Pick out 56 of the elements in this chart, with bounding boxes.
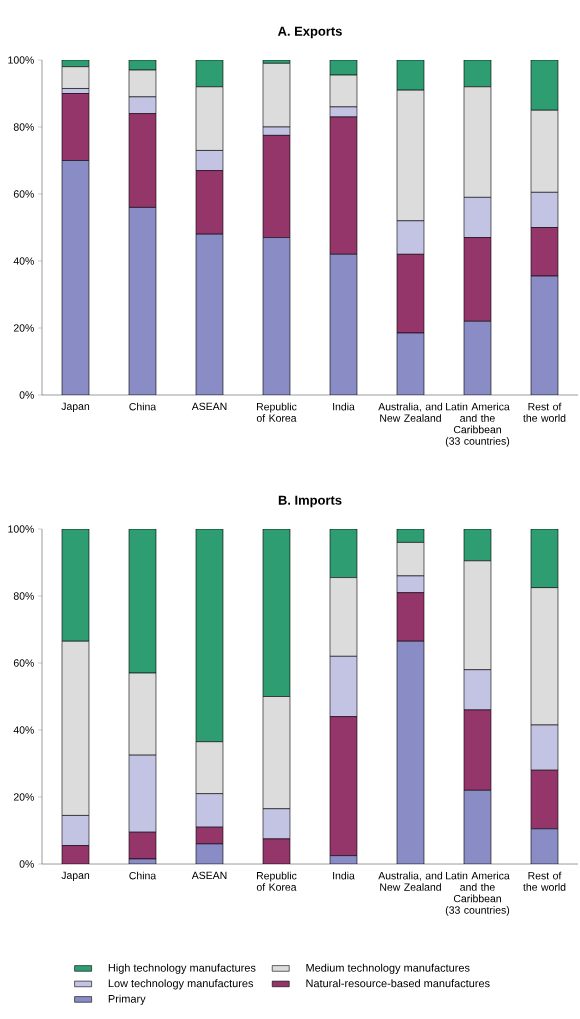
x-tick-label: China [129, 402, 157, 411]
x-tick-label: Republic of Korea [256, 402, 297, 422]
x-tick-label: Latin America and the Caribbean (33 countries) [445, 402, 510, 447]
bar [61, 529, 90, 642]
bar [330, 254, 357, 396]
bar [195, 529, 224, 743]
legend-label: Medium technology manufactures [306, 963, 470, 974]
y-tick-label: 80% [13, 123, 34, 131]
bar [128, 529, 157, 674]
y-tick-label: 100% [8, 525, 34, 533]
y-tick-label: 40% [13, 257, 34, 265]
bar [329, 529, 358, 578]
bar [530, 529, 559, 588]
y-tick-label: 0% [19, 391, 34, 399]
x-tick-label: Rest of the world [523, 402, 566, 422]
bar [463, 321, 491, 396]
legend-label: Natural-resource-based manufactures [306, 979, 490, 988]
x-tick-label: ASEAN [191, 402, 227, 411]
bar [397, 333, 424, 396]
x-tick-label: India [333, 402, 355, 411]
legend-label: High technology manufactures [108, 963, 256, 974]
x-tick-label: China [129, 871, 157, 880]
y-tick-label: 60% [13, 659, 34, 667]
bar [397, 641, 424, 865]
bar [530, 769, 559, 830]
x-tick-label: Australia, and New Zealand [378, 402, 443, 422]
bar [530, 275, 559, 396]
x-tick-label: Latin America and the Caribbean (33 countries) [445, 871, 510, 916]
y-tick-label: 60% [13, 190, 34, 198]
chart-title: B. Imports [278, 495, 342, 508]
y-tick-label: 0% [19, 860, 34, 868]
x-tick-label: ASEAN [191, 871, 227, 880]
bar [62, 160, 89, 396]
y-tick-label: 20% [13, 324, 34, 332]
bar [262, 529, 291, 697]
x-tick-label: Japan [61, 871, 90, 882]
x-tick-label: Republic of Korea [256, 871, 297, 891]
y-tick-label: 80% [13, 592, 34, 600]
chart-title: A. Exports [277, 26, 342, 39]
bar [463, 790, 491, 865]
bar [530, 60, 559, 111]
legend-label: Primary [108, 994, 146, 1005]
y-tick-label: 100% [8, 56, 34, 64]
bar [129, 207, 156, 396]
y-tick-label: 20% [13, 793, 34, 801]
bar [263, 237, 290, 396]
bar [196, 234, 223, 396]
x-tick-label: Rest of the world [523, 871, 566, 891]
x-tick-label: India [333, 871, 355, 880]
x-tick-label: Australia, and New Zealand [378, 871, 443, 891]
y-tick-label: 40% [13, 726, 34, 734]
x-tick-label: Japan [61, 402, 90, 413]
legend-label: Low technology manufactures [108, 979, 254, 990]
bar [396, 592, 425, 642]
bar [329, 716, 358, 856]
bar [463, 709, 492, 791]
